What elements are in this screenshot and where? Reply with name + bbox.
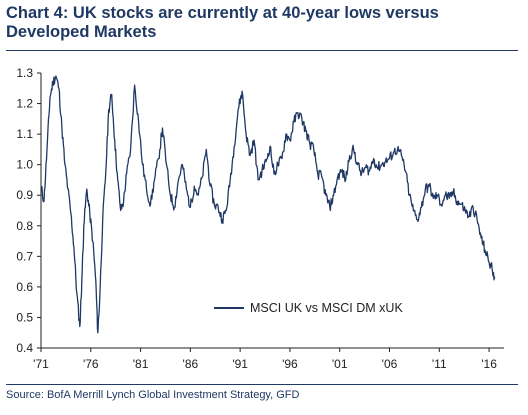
x-tick-label: '11 xyxy=(432,357,447,371)
chart-ticks: 1.3 1.2 1.1 1.0 0.9 0.8 0.7 0.6 0.5 0.4'71 '76 '81 '… xyxy=(16,66,497,371)
y-tick-label: 1.0 xyxy=(16,158,33,172)
x-tick-label: '06 xyxy=(382,357,398,371)
x-tick-label: '71 xyxy=(33,357,49,371)
x-tick-label: '01 xyxy=(332,357,348,371)
y-tick-label: 1.2 xyxy=(16,97,33,111)
title-divider xyxy=(6,50,518,51)
y-tick-label: 0.9 xyxy=(16,188,33,202)
chart-area: 1.3 1.2 1.1 1.0 0.9 0.8 0.7 0.6 0.5 0.4'71 '76 '81 '… xyxy=(16,66,504,371)
y-tick-label: 1.3 xyxy=(16,66,33,80)
x-tick-label: '96 xyxy=(282,357,298,371)
chart-legend: MSCI UK vs MSCI DM xUK xyxy=(214,301,403,315)
y-tick-label: 0.4 xyxy=(16,341,33,355)
x-tick-label: '91 xyxy=(232,357,248,371)
y-tick-label: 0.5 xyxy=(16,310,33,324)
source-note: Source: BofA Merrill Lynch Global Invest… xyxy=(6,389,300,401)
chart-title: Chart 4: UK stocks are currently at 40-y… xyxy=(6,4,439,41)
chart-axes xyxy=(40,73,504,349)
y-tick-label: 1.1 xyxy=(16,127,33,141)
source-divider xyxy=(6,384,518,385)
x-tick-label: '86 xyxy=(183,357,199,371)
y-tick-label: 0.6 xyxy=(16,280,33,294)
y-tick-label: 0.7 xyxy=(16,249,33,263)
chart-series xyxy=(40,75,496,334)
x-tick-label: '81 xyxy=(133,357,149,371)
x-tick-label: '76 xyxy=(83,357,99,371)
y-tick-label: 0.8 xyxy=(16,219,33,233)
series-line xyxy=(40,75,496,334)
legend-label: MSCI UK vs MSCI DM xUK xyxy=(250,301,403,315)
x-tick-label: '16 xyxy=(481,357,497,371)
